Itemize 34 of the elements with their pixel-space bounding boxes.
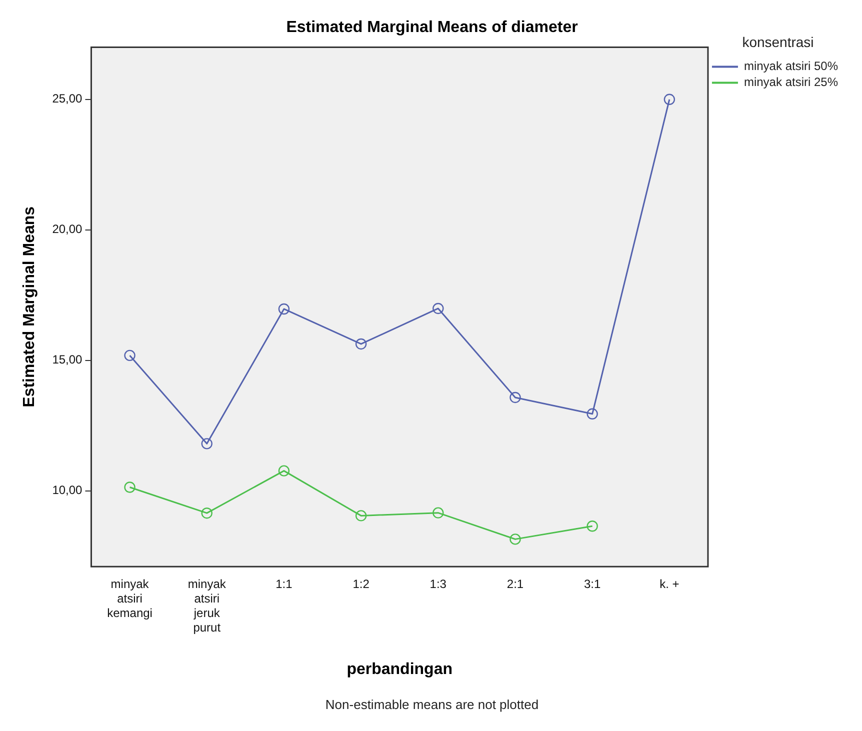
x-tick-label: 1:3 bbox=[430, 577, 447, 592]
y-tick-label: 20,00 bbox=[52, 222, 83, 236]
x-tick-label: k. + bbox=[660, 577, 680, 592]
point bbox=[510, 534, 521, 545]
x-tick-label: 2:1 bbox=[506, 577, 524, 592]
point bbox=[586, 408, 598, 420]
point bbox=[201, 438, 212, 450]
point bbox=[510, 392, 521, 404]
legend-label: minyak atsiri 25% bbox=[744, 75, 838, 90]
y-tick-label: 15,00 bbox=[52, 352, 83, 367]
point bbox=[201, 507, 212, 519]
chart-title: Estimated Marginal Means of diameter bbox=[286, 19, 578, 36]
point bbox=[278, 465, 290, 476]
legend-label: minyak atsiri 50% bbox=[744, 59, 838, 74]
y-tick-label: 25,00 bbox=[52, 92, 83, 106]
x-tick-label: 1:2 bbox=[352, 577, 370, 592]
point bbox=[586, 520, 598, 532]
point bbox=[278, 303, 290, 315]
point bbox=[124, 482, 136, 493]
x-tick-label: 3:1 bbox=[584, 577, 601, 592]
legend-title: konsentrasi bbox=[742, 34, 814, 50]
x-tick-label: minyak atsiri kemangi bbox=[107, 577, 152, 620]
text: Non-estimable means are not plotted bbox=[325, 696, 539, 712]
point bbox=[432, 507, 444, 518]
point bbox=[355, 338, 367, 350]
point bbox=[432, 302, 444, 314]
y-tick-label: 10,00 bbox=[52, 483, 83, 498]
x-tick-label: 1:1 bbox=[276, 577, 293, 592]
point bbox=[355, 510, 367, 522]
point bbox=[124, 350, 136, 362]
point bbox=[664, 94, 676, 105]
x-axis-title: perbandingan bbox=[346, 661, 452, 678]
x-tick-label: minyak atsiri jeruk purut bbox=[188, 577, 227, 634]
y-axis-title: Estimated Marginal Means bbox=[21, 206, 38, 408]
